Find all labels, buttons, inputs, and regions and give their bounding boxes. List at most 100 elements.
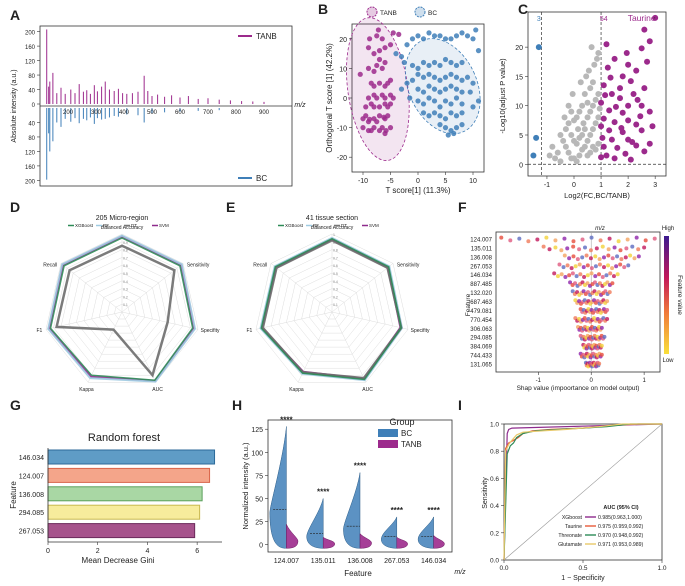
- y-tick-label: 0.8: [490, 449, 499, 456]
- tanb-high-point: [611, 55, 618, 62]
- y-tick-label: 120: [25, 150, 36, 156]
- radar-legend-DT: DT: [131, 223, 137, 228]
- ns-point: [587, 149, 594, 156]
- tanb-high-point: [611, 119, 618, 126]
- x-tick-label: -1: [544, 182, 550, 189]
- tanb-point: [375, 27, 381, 33]
- ns-point: [580, 120, 587, 127]
- y-axis-label: Absolute intensity (a.u.): [11, 69, 18, 142]
- radar-grid: [293, 272, 371, 348]
- radar-r-tick: 1: [333, 233, 335, 237]
- feature-label: 384.069: [470, 345, 492, 351]
- radar-r-tick: 0.1: [123, 303, 128, 307]
- shap-point: [592, 280, 597, 285]
- violin-tanb: [433, 534, 445, 549]
- ns-point: [554, 149, 561, 156]
- tanb-point: [376, 48, 383, 54]
- bc-point: [407, 95, 413, 101]
- ns-point: [557, 158, 564, 165]
- shap-point: [612, 245, 617, 250]
- bc-point: [442, 74, 449, 80]
- shap-point: [605, 280, 610, 285]
- ns-point: [595, 91, 602, 97]
- category-label: 136.008: [347, 558, 372, 565]
- bc-point: [393, 51, 399, 57]
- panel-c: 3 54 Taurine -1 0 1 2 3 0 5 10 15 20 Log2(FC,BC/TANB)…: [498, 11, 667, 200]
- panel-f-frame: [495, 231, 661, 373]
- radar-spoke: [331, 311, 409, 330]
- x-tick-label: 2: [96, 548, 100, 555]
- radar-grid: [68, 257, 176, 362]
- x-tick-label: 2: [626, 182, 630, 189]
- x-tick-label: 0: [572, 182, 576, 189]
- ns-point: [595, 50, 602, 56]
- shap-point: [642, 245, 647, 250]
- tanb-point: [371, 83, 377, 89]
- shap-point: [605, 316, 610, 321]
- category-label: 136.008: [19, 492, 44, 499]
- violin-bc: [417, 516, 434, 549]
- tanb-point: [374, 95, 380, 101]
- tanb-high-point: [649, 123, 656, 130]
- radar-legend-RF: RF: [103, 223, 109, 228]
- shap-point: [615, 272, 620, 277]
- violin-bc: [269, 426, 287, 549]
- bc-point: [431, 59, 438, 66]
- radar-axis-label: AUC: [362, 387, 373, 393]
- panel-letter-F: F: [458, 199, 467, 215]
- tanb-point: [383, 127, 389, 134]
- legend-auc: 0.971 (0.953,0.989): [598, 542, 644, 548]
- radar-legend-RF: RF: [313, 223, 319, 228]
- bc-point: [442, 98, 449, 104]
- radar-axis-label: F1: [246, 328, 252, 334]
- tanb-point: [371, 125, 377, 131]
- bc-point: [459, 101, 465, 107]
- x-tick-label: 1: [599, 182, 603, 189]
- bc-point: [470, 80, 476, 86]
- tanb-high-point: [619, 73, 626, 80]
- bc-point: [401, 59, 407, 66]
- bc-point: [420, 74, 427, 80]
- ns-point: [575, 126, 582, 133]
- radar-spoke: [60, 263, 123, 313]
- bc-high-point: [530, 152, 537, 159]
- shap-point: [571, 254, 576, 259]
- ns-point: [573, 140, 580, 147]
- bc-point: [473, 27, 479, 33]
- ns-point: [568, 108, 575, 115]
- bc-point: [442, 56, 449, 63]
- radar-r-tick: 0.8: [333, 249, 338, 253]
- y-axis-label: Feature: [465, 293, 472, 316]
- bc-point: [420, 110, 427, 116]
- violin-tanb: [396, 536, 408, 549]
- shap-point: [573, 264, 578, 269]
- radar-grid: [255, 233, 409, 383]
- radar-axis-label: Specifity: [201, 328, 220, 334]
- gini-bar: [47, 523, 196, 539]
- x-tick-label: 0.0: [499, 565, 508, 572]
- panel-letter-I: I: [458, 397, 462, 413]
- shap-point: [628, 253, 633, 258]
- shap-point: [606, 247, 611, 252]
- tanb-point: [390, 95, 396, 101]
- ns-point: [557, 132, 564, 138]
- ns-point: [573, 158, 580, 165]
- significance: ****: [317, 487, 330, 496]
- shap-point: [625, 237, 630, 242]
- colorbar-title: Feature value: [676, 275, 683, 315]
- ns-point: [581, 91, 588, 97]
- y-tick-label: 10: [339, 66, 347, 73]
- tanb-high-point: [603, 152, 610, 159]
- bc-point: [415, 86, 421, 92]
- tanb-high-point: [622, 150, 629, 157]
- radar-spoke: [331, 263, 394, 313]
- tanb-point: [390, 30, 396, 36]
- bc-point: [470, 104, 476, 110]
- bc-point: [426, 30, 432, 36]
- radar-grid: [53, 241, 191, 376]
- legend-auc: 0.970 (0.948,0.992): [598, 533, 644, 539]
- ns-point: [592, 120, 599, 127]
- ns-point: [581, 143, 588, 150]
- bc-point: [459, 30, 465, 36]
- highlight-label: Taurine: [628, 13, 656, 23]
